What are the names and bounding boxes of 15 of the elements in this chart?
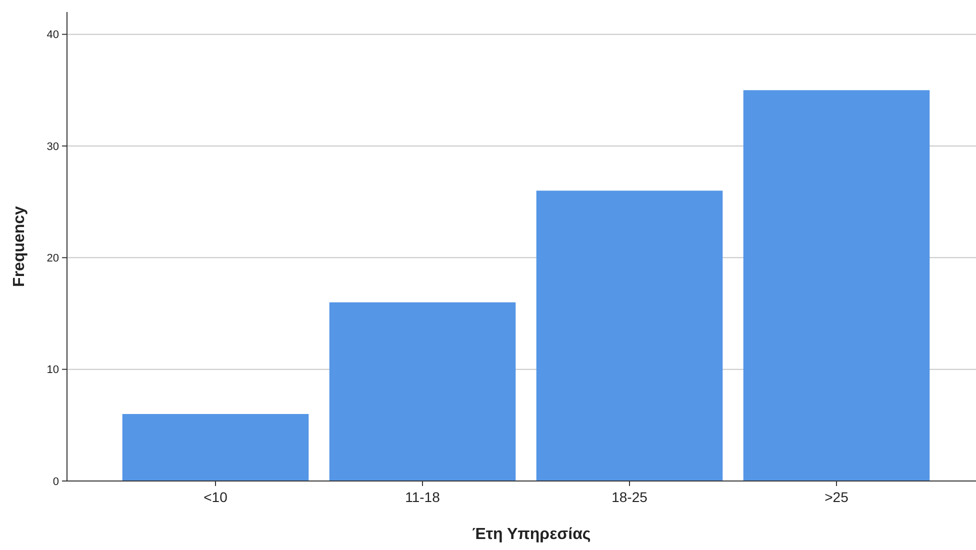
bar <box>122 414 309 481</box>
x-tick-label: >25 <box>824 489 849 505</box>
y-tick-label: 20 <box>46 252 59 265</box>
y-axis-title: Frequency <box>11 206 28 287</box>
y-tick-label: 30 <box>46 140 59 153</box>
y-tick-label: 40 <box>46 29 59 42</box>
x-tick-label: <10 <box>204 489 228 505</box>
x-tick-label: 18-25 <box>612 489 648 505</box>
bar <box>743 90 930 481</box>
bar <box>536 190 723 481</box>
y-tick-label: 0 <box>52 476 59 488</box>
y-tick-label: 10 <box>46 364 59 376</box>
bar <box>329 302 516 481</box>
x-tick-label: 11-18 <box>405 489 440 505</box>
x-axis-title: Έτη Υπηρεσίας <box>472 526 591 543</box>
